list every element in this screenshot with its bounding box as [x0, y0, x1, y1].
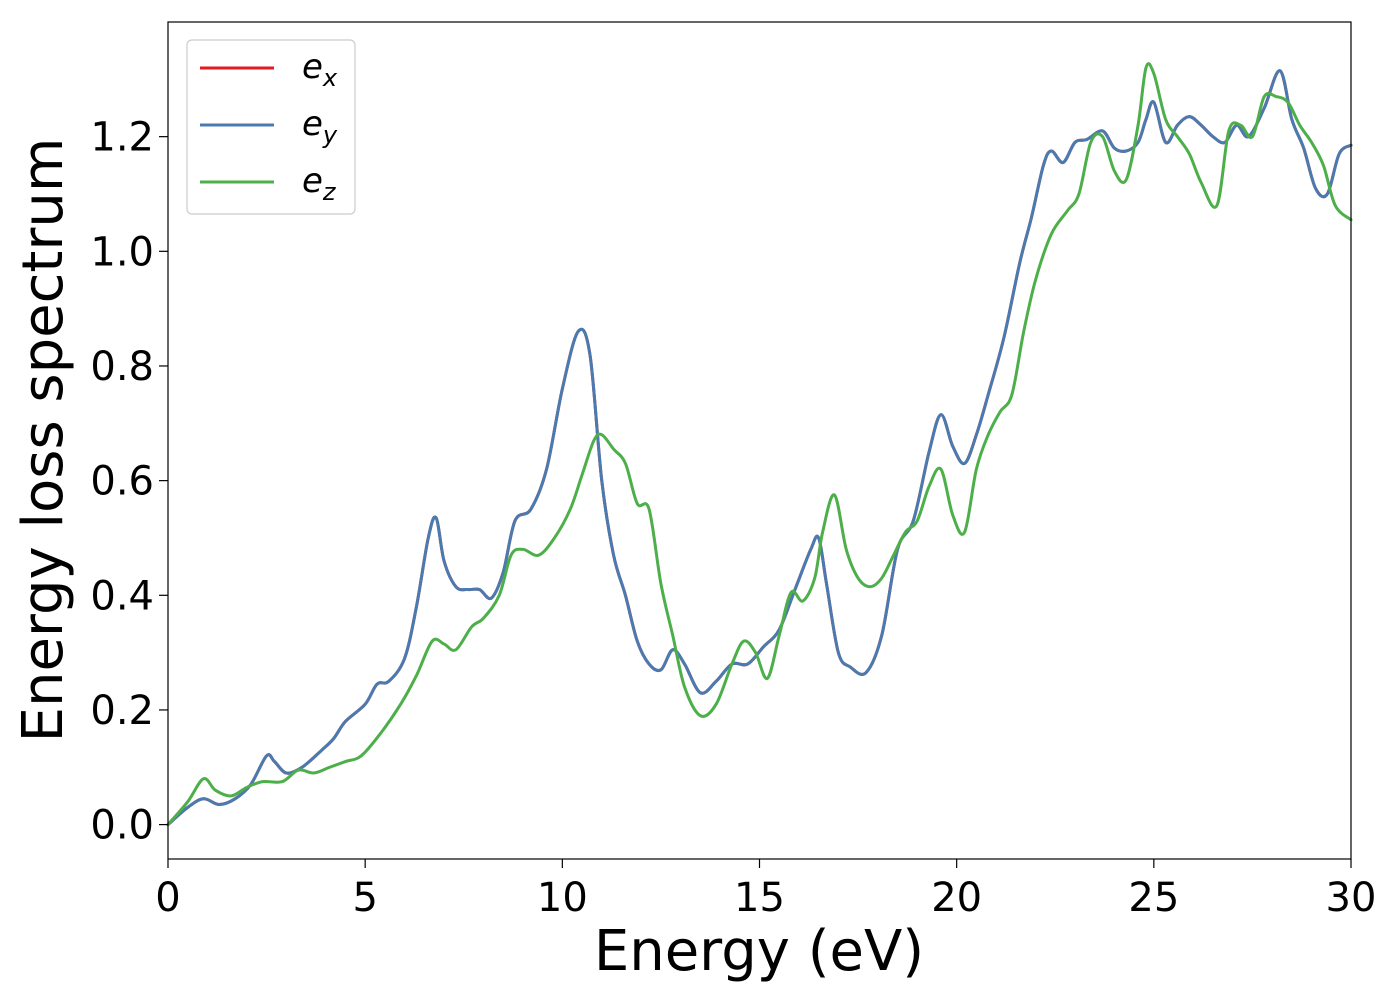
x-tick-label: 20 [931, 875, 982, 921]
legend-label-y: ey [302, 104, 338, 149]
legend: ex ey ez [186, 39, 356, 215]
plot-area [168, 22, 1351, 859]
y-tick-label: 0.2 [90, 688, 154, 734]
legend-label-z: ez [302, 161, 337, 206]
x-tick-label: 5 [352, 875, 377, 921]
series-line-z [166, 62, 1353, 827]
y-tick-label: 0.6 [90, 459, 154, 505]
x-axis-title: Energy (eV) [594, 919, 924, 984]
y-tick-label: 1.2 [90, 115, 154, 161]
x-tick-label: 15 [734, 875, 785, 921]
y-tick-label: 0.0 [90, 803, 154, 849]
y-axis: 0.0 0.2 0.4 0.6 0.8 1.0 1.2 [90, 115, 168, 849]
y-tick-label: 0.8 [90, 344, 154, 390]
legend-label-x: ex [302, 47, 338, 92]
legend-box [186, 39, 356, 215]
series-layer [166, 62, 1353, 827]
x-tick-label: 0 [155, 875, 180, 921]
y-tick-label: 0.4 [90, 573, 154, 619]
x-tick-label: 30 [1326, 875, 1377, 921]
x-tick-label: 10 [537, 875, 588, 921]
y-axis-title: Energy loss spectrum [11, 138, 76, 743]
y-tick-label: 1.0 [90, 229, 154, 275]
x-tick-label: 25 [1128, 875, 1179, 921]
x-axis: 0 5 10 15 20 25 30 [155, 859, 1376, 921]
